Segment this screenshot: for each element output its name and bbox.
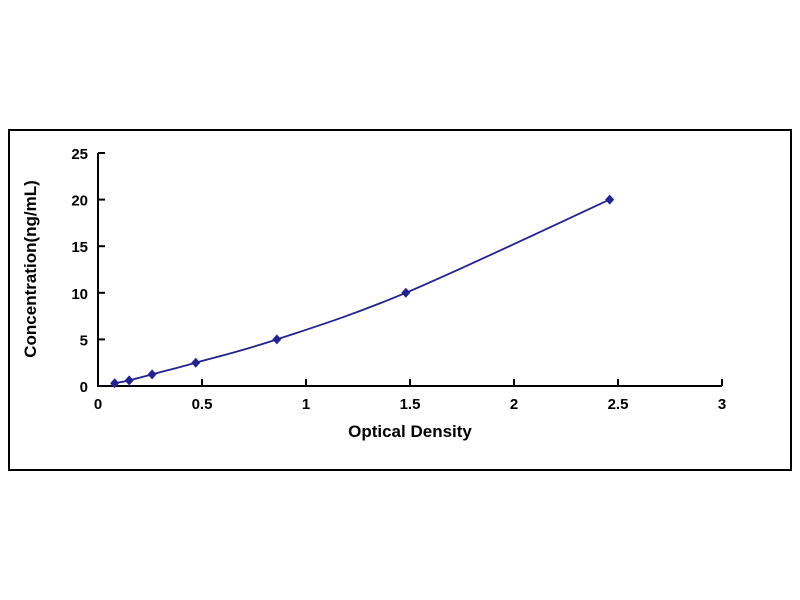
y-tick-label: 25	[71, 146, 88, 163]
standard-curve-plot: Optical Density Concentration(ng/mL) 0 0.…	[21, 146, 726, 441]
x-axis-label: Optical Density	[348, 422, 472, 441]
y-tick-label: 10	[71, 286, 88, 303]
y-axis-label: Concentration(ng/mL)	[21, 180, 40, 358]
y-tick-label: 0	[80, 379, 88, 396]
x-tick-label: 1.5	[400, 396, 421, 413]
data-point-marker	[272, 334, 282, 345]
y-tick-label: 5	[80, 332, 88, 349]
x-tick-label: 3	[718, 396, 726, 413]
data-point-marker	[401, 287, 411, 298]
series-line	[114, 198, 611, 385]
x-tick-label: 2	[510, 396, 518, 413]
data-point-marker	[605, 194, 615, 205]
data-point-marker	[147, 369, 157, 380]
x-tick-label: 0.5	[192, 396, 213, 413]
data-point-marker	[191, 357, 201, 368]
y-tick-label: 20	[71, 193, 88, 210]
x-tick-label: 1	[302, 396, 310, 413]
x-tick-label: 0	[94, 396, 102, 413]
y-tick-label: 15	[71, 239, 88, 256]
data-point-marker	[124, 375, 134, 386]
data-point-marker	[110, 378, 120, 389]
chart-frame: Optical Density Concentration(ng/mL) 0 0.…	[8, 129, 792, 471]
x-tick-label: 2.5	[608, 396, 629, 413]
